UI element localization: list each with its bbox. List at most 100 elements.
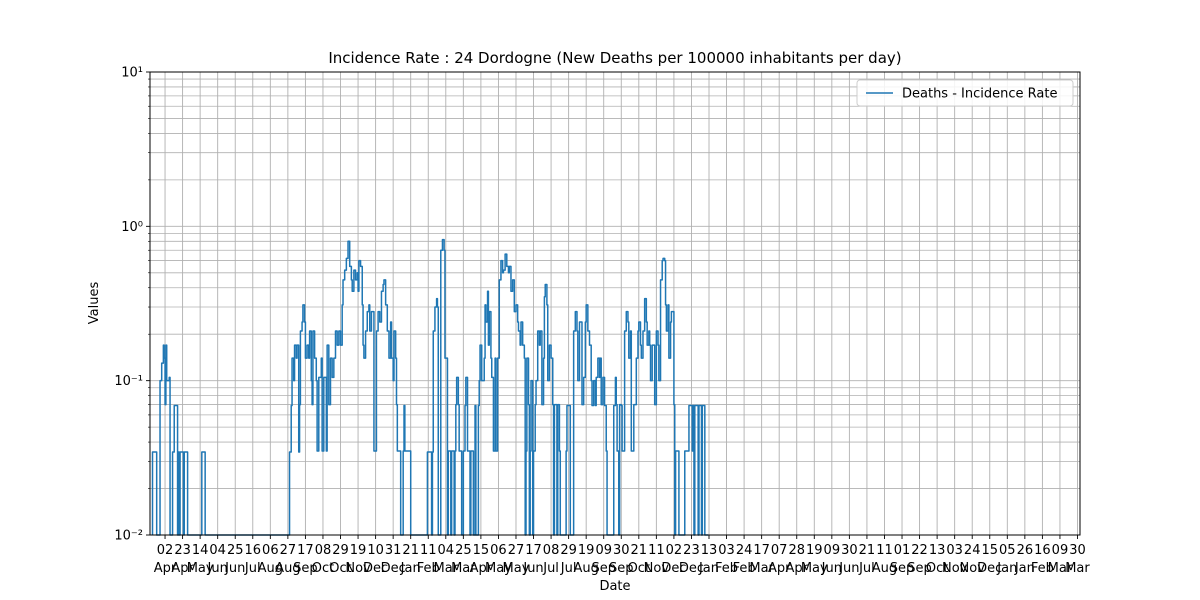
x-tick-label-day: 17 <box>525 543 542 558</box>
x-tick-label-day: 01 <box>894 543 911 558</box>
chart-title: Incidence Rate : 24 Dordogne (New Deaths… <box>328 49 901 67</box>
x-tick-label-day: 28 <box>788 543 805 558</box>
x-tick-label-month: Aug <box>872 561 897 576</box>
y-tick-label: 10⁰ <box>121 220 143 235</box>
x-tick-label-day: 17 <box>753 543 770 558</box>
y-axis-label: Values <box>87 282 102 325</box>
x-tick-label-month: Jul <box>858 561 875 576</box>
x-tick-label-month: Apr <box>768 561 791 576</box>
x-tick-label-month: Apr <box>154 561 177 576</box>
x-tick-label-month: Nov <box>960 561 986 576</box>
x-tick-label-month: Mar <box>451 561 476 576</box>
x-tick-label-month: May <box>801 561 828 576</box>
x-tick-label-day: 29 <box>332 543 349 558</box>
x-tick-label-month: Oct <box>329 561 351 576</box>
x-tick-label-day: 05 <box>999 543 1016 558</box>
x-tick-label-month: Mar <box>749 561 774 576</box>
x-tick-label-day: 30 <box>1069 543 1086 558</box>
x-tick-label-day: 19 <box>806 543 823 558</box>
x-tick-label-month: Jul <box>542 561 559 576</box>
x-tick-label-month: Nov <box>644 561 670 576</box>
x-tick-label-day: 30 <box>613 543 630 558</box>
x-tick-label-day: 04 <box>438 543 455 558</box>
x-tick-label-day: 21 <box>859 543 876 558</box>
plot-area-frame <box>149 71 1081 536</box>
x-tick-label-month: Sep <box>609 561 634 576</box>
x-tick-label-day: 19 <box>350 543 367 558</box>
x-tick-label-day: 22 <box>911 543 928 558</box>
x-tick-label-month: Jun <box>207 561 228 576</box>
x-tick-label-month: Oct <box>926 561 948 576</box>
x-tick-label-month: Jan <box>400 561 421 576</box>
series-line-0 <box>151 238 709 536</box>
x-tick-label-month: Mar <box>1048 561 1073 576</box>
legend: Deaths - Incidence Rate <box>856 79 1074 107</box>
x-tick-label-day: 23 <box>174 543 191 558</box>
x-tick-label-day: 24 <box>964 543 981 558</box>
x-tick-label-month: Apr <box>470 561 493 576</box>
x-tick-label-day: 06 <box>490 543 507 558</box>
x-tick-label-day: 02 <box>157 543 174 558</box>
x-tick-label-day: 21 <box>402 543 419 558</box>
x-tick-label-month: Aug <box>258 561 283 576</box>
x-tick-label-day: 15 <box>981 543 998 558</box>
x-tick-label-month: May <box>503 561 530 576</box>
x-tick-label-day: 25 <box>227 543 244 558</box>
x-tick-label-day: 04 <box>209 543 226 558</box>
series-layer <box>151 238 709 536</box>
x-tick-label-day: 19 <box>578 543 595 558</box>
x-tick-label-month: Feb <box>733 561 756 576</box>
x-tick-label-month: Dec <box>363 561 388 576</box>
x-tick-label-month: May <box>187 561 214 576</box>
x-tick-label-day: 27 <box>508 543 525 558</box>
x-tick-label-day: 10 <box>367 543 384 558</box>
x-tick-label-month: Dec <box>679 561 704 576</box>
x-tick-label-month: Feb <box>1031 561 1054 576</box>
x-tick-label-day: 03 <box>718 543 735 558</box>
x-tick-label-day: 24 <box>736 543 753 558</box>
x-tick-label-day: 27 <box>280 543 297 558</box>
y-axis-ticks: 10⁻² 10⁻¹ 10⁰ 10¹ <box>114 66 150 544</box>
x-tick-label-day: 07 <box>771 543 788 558</box>
x-tick-label-day: 13 <box>929 543 946 558</box>
y-tick-label: 10⁻² <box>114 529 143 544</box>
x-tick-label-month: Sep <box>890 561 915 576</box>
x-axis-label: Date <box>599 579 630 594</box>
y-tick-label: 10¹ <box>121 66 143 81</box>
x-tick-label-month: Jun <box>838 561 859 576</box>
x-tick-label-month: Aug <box>573 561 598 576</box>
x-tick-label-day: 26 <box>1017 543 1034 558</box>
x-tick-label-month: Jan <box>996 561 1017 576</box>
x-tick-label-day: 30 <box>841 543 858 558</box>
x-tick-label-day: 14 <box>192 543 209 558</box>
x-tick-label-month: Jun <box>224 561 245 576</box>
x-tick-label-day: 09 <box>824 543 841 558</box>
x-tick-label-day: 02 <box>666 543 683 558</box>
y-tick-label: 10⁻¹ <box>114 374 143 389</box>
x-tick-label-day: 25 <box>455 543 472 558</box>
x-tick-label-month: Feb <box>417 561 440 576</box>
x-tick-label-day: 06 <box>262 543 279 558</box>
x-tick-label-day: 13 <box>701 543 718 558</box>
x-tick-label-month: Aug <box>275 561 300 576</box>
x-tick-label-month: May <box>485 561 512 576</box>
x-tick-label-day: 23 <box>683 543 700 558</box>
x-tick-label-day: 11 <box>420 543 437 558</box>
x-tick-label-month: Dec <box>661 561 686 576</box>
x-tick-label-day: 21 <box>631 543 648 558</box>
x-tick-label-day: 31 <box>385 543 402 558</box>
x-tick-label-day: 03 <box>946 543 963 558</box>
x-tick-label-month: Jun <box>821 561 842 576</box>
x-tick-label-month: Apr <box>171 561 194 576</box>
x-tick-label-day: 17 <box>297 543 314 558</box>
x-tick-label-month: Dec <box>977 561 1002 576</box>
x-tick-label-month: Apr <box>785 561 808 576</box>
x-tick-label-month: Jan <box>1014 561 1035 576</box>
x-tick-label-month: Oct <box>312 561 334 576</box>
x-tick-label-month: Mar <box>434 561 459 576</box>
x-tick-label-month: Sep <box>591 561 616 576</box>
x-tick-label-month: Jun <box>522 561 543 576</box>
x-tick-label-month: Feb <box>715 561 738 576</box>
x-tick-label-day: 15 <box>473 543 490 558</box>
